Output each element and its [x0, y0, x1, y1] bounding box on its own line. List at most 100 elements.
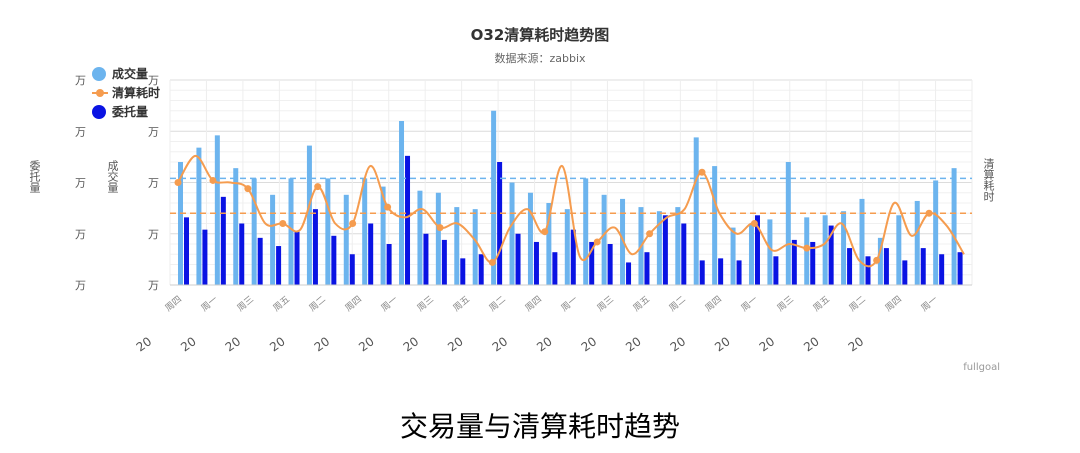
duration-point — [873, 256, 881, 264]
x-date-label: 20 — [801, 334, 822, 354]
circle-icon — [92, 104, 106, 119]
bar-volume — [546, 203, 552, 285]
bar-orders — [405, 155, 411, 285]
y-axis-name-volume: 成交量 — [106, 160, 119, 193]
y-tick-label-left-outer: 万 — [75, 125, 86, 138]
bar-volume — [233, 168, 239, 285]
bar-volume — [564, 209, 570, 285]
y-tick-label-left-inner: 万 — [148, 125, 159, 138]
bar-volume — [914, 200, 920, 285]
bar-volume — [435, 192, 441, 285]
x-tick-label: 周四 — [883, 294, 904, 314]
bar-orders — [589, 241, 595, 285]
bar-volume — [877, 237, 883, 285]
legend-item-volume[interactable]: 成交量 — [92, 64, 160, 83]
bar-orders — [552, 252, 558, 285]
duration-point — [244, 185, 252, 193]
bar-orders — [902, 260, 908, 285]
bar-orders — [368, 223, 374, 285]
duration-point — [698, 168, 706, 176]
bar-orders — [184, 217, 189, 285]
duration-point — [646, 230, 654, 238]
y-tick-label-left-inner: 万 — [148, 279, 159, 292]
bar-orders — [423, 233, 429, 285]
bar-orders — [386, 244, 392, 285]
y-axis-name-orders: 委托量 — [28, 160, 41, 193]
bar-orders — [441, 239, 447, 285]
bar-volume — [767, 219, 773, 285]
bar-volume — [822, 215, 828, 285]
legend-label: 委托量 — [112, 105, 149, 119]
chart-subtitle: 数据来源：zabbix — [494, 52, 586, 65]
y-tick-label-left-outer: 万 — [75, 74, 86, 87]
y-tick-label-left-outer: 万 — [75, 279, 86, 292]
x-date-label: 20 — [223, 334, 244, 354]
duration-point — [750, 220, 758, 227]
bar-orders — [791, 239, 797, 285]
bar-volume — [251, 178, 257, 285]
x-date-label: 20 — [757, 334, 778, 354]
x-tick-label: 周二 — [307, 294, 328, 314]
bar-volume — [748, 223, 754, 285]
duration-point — [279, 220, 287, 227]
y-tick-label-left-outer: 万 — [75, 228, 86, 241]
bar-volume — [693, 137, 699, 285]
bar-volume — [288, 178, 294, 285]
bar-orders — [220, 196, 226, 285]
bar-orders — [699, 260, 705, 285]
bar-orders — [939, 254, 945, 285]
x-date-label: 20 — [401, 334, 422, 354]
x-tick-label: 周一 — [559, 294, 580, 314]
x-date-label: 20 — [490, 334, 511, 354]
bar-orders — [294, 231, 300, 285]
x-tick-label: 周三 — [595, 294, 616, 314]
bar-volume — [362, 178, 368, 285]
bar-orders — [865, 256, 871, 285]
bar-orders — [773, 256, 779, 285]
bar-orders — [754, 215, 760, 285]
duration-point — [349, 220, 357, 227]
bar-orders — [533, 241, 539, 285]
credit: fullgoal — [963, 362, 1000, 373]
bar-volume — [951, 168, 957, 285]
duration-point — [209, 176, 217, 184]
duration-line — [174, 154, 965, 268]
bar-orders — [276, 246, 282, 285]
bar-volume — [601, 194, 607, 285]
bar-volume — [343, 194, 349, 285]
duration-point — [174, 179, 182, 186]
duration-point — [925, 209, 933, 217]
x-date-label: 20 — [623, 334, 644, 354]
y-axis-name-duration: 清算耗时 — [982, 158, 995, 202]
bar-volume — [380, 186, 386, 285]
y-tick-label-left-inner: 万 — [148, 228, 159, 241]
x-date-label: 20 — [668, 334, 689, 354]
x-date-label: 20 — [267, 334, 288, 354]
legend-item-duration[interactable]: 清算耗时 — [92, 83, 160, 102]
x-tick-label: 周三 — [235, 294, 256, 314]
bar-orders — [239, 223, 245, 285]
bar-volume — [306, 145, 312, 285]
bar-orders — [460, 258, 466, 285]
bar-volume — [491, 110, 497, 285]
bar-orders — [810, 241, 816, 285]
bar-orders — [349, 254, 355, 285]
x-date-label: 20 — [356, 334, 377, 354]
legend-label: 成交量 — [112, 67, 149, 81]
trend-chart: 万万万 万万 万万 万万 万周四 周一 周三 周五 周二 周四 周一 周三 周五 周二 周四 周一 周三 周五 周二… — [75, 74, 973, 354]
x-tick-label: 周三 — [415, 294, 436, 314]
bar-volume — [454, 207, 460, 285]
legend-item-orders[interactable]: 委托量 — [92, 102, 160, 121]
bar-volume — [785, 162, 791, 285]
bar-orders — [681, 223, 687, 285]
bar-volume — [509, 182, 515, 285]
bar-orders — [202, 229, 208, 285]
bar-orders — [736, 260, 742, 285]
x-tick-label: 周一 — [919, 294, 940, 314]
legend-label: 清算耗时 — [112, 86, 161, 100]
x-date-label: 20 — [445, 334, 466, 354]
bar-orders — [257, 237, 263, 285]
duration-series-line — [177, 154, 965, 268]
x-tick-label: 周五 — [451, 294, 472, 314]
bar-orders — [718, 258, 724, 285]
